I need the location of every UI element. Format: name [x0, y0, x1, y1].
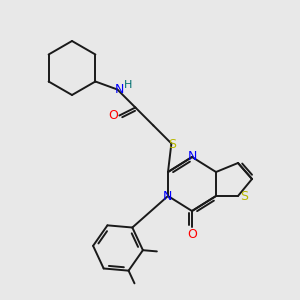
Text: S: S	[168, 138, 176, 151]
Text: H: H	[124, 80, 133, 91]
Text: S: S	[240, 190, 248, 202]
Text: N: N	[187, 149, 197, 163]
Text: N: N	[162, 190, 172, 203]
Text: N: N	[115, 83, 124, 96]
Text: O: O	[108, 109, 118, 122]
Text: O: O	[187, 227, 197, 241]
